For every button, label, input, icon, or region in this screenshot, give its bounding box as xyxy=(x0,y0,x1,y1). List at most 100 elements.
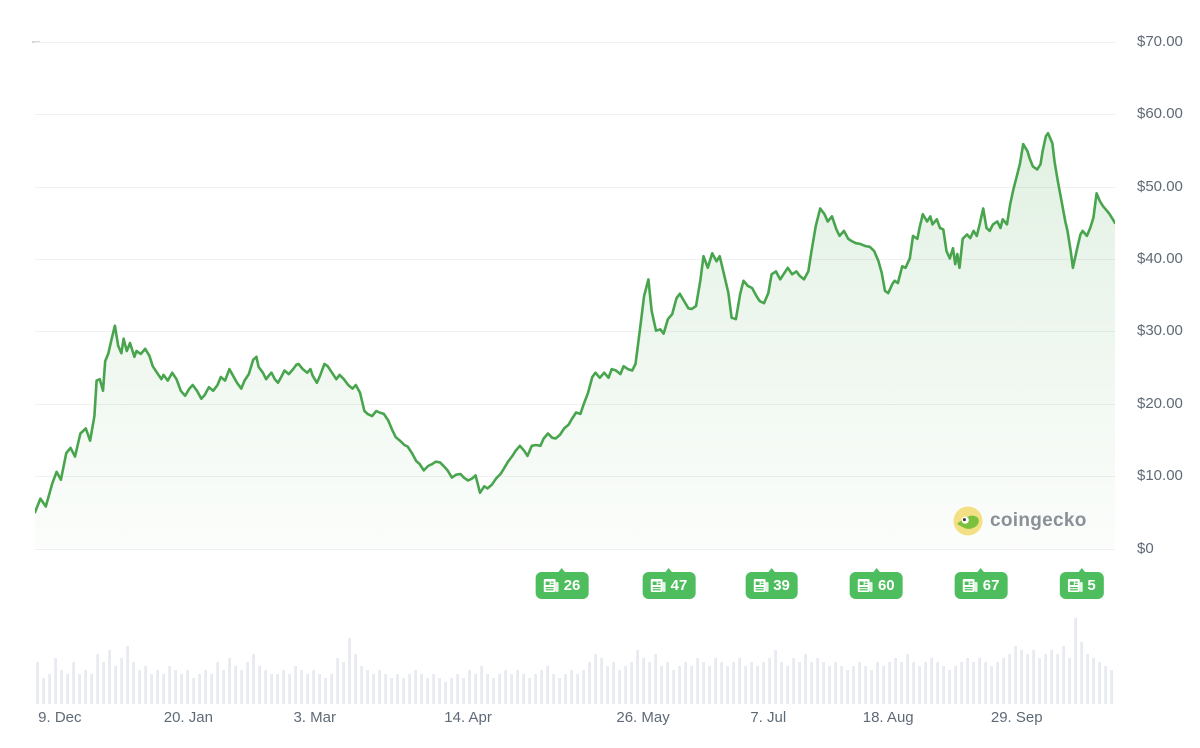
volume-bar xyxy=(546,666,549,704)
volume-bar xyxy=(180,674,183,704)
volume-bar xyxy=(810,662,813,704)
volume-bar xyxy=(840,666,843,704)
volume-bar xyxy=(366,670,369,704)
volume-bar xyxy=(588,662,591,704)
news-count-badge[interactable]: 60 xyxy=(849,568,903,599)
volume-bar xyxy=(1110,670,1113,704)
volume-bar xyxy=(1086,654,1089,704)
news-count-badge[interactable]: 26 xyxy=(535,568,589,599)
x-axis-label: 18. Aug xyxy=(862,709,914,726)
volume-bar xyxy=(648,662,651,704)
volume-bar xyxy=(234,666,237,704)
volume-bar xyxy=(138,670,141,704)
volume-bar xyxy=(498,674,501,704)
volume-bar xyxy=(150,674,153,704)
volume-bar xyxy=(144,666,147,704)
x-axis-label: 9. Dec xyxy=(38,709,82,726)
volume-bar xyxy=(90,674,93,704)
volume-bar xyxy=(456,674,459,704)
gridline-70 xyxy=(35,42,1115,44)
volume-bar xyxy=(354,654,357,704)
volume-bar xyxy=(486,674,489,704)
news-count-badge[interactable]: 47 xyxy=(642,568,696,599)
volume-bars xyxy=(36,618,1113,704)
volume-bar xyxy=(570,670,573,704)
volume-bar xyxy=(1080,642,1083,704)
volume-bar xyxy=(660,666,663,704)
volume-bar xyxy=(1050,650,1053,704)
volume-bar xyxy=(420,674,423,704)
volume-bar xyxy=(822,662,825,704)
volume-bar xyxy=(510,674,513,704)
volume-bar xyxy=(834,662,837,704)
volume-bar xyxy=(168,666,171,704)
volume-bar xyxy=(612,662,615,704)
volume-bar xyxy=(384,674,387,704)
volume-bar xyxy=(684,662,687,704)
volume-bar xyxy=(666,662,669,704)
volume-bar xyxy=(324,678,327,704)
volume-bar xyxy=(390,678,393,704)
volume-bar xyxy=(78,674,81,704)
volume-bar xyxy=(936,662,939,704)
chart-plot-area[interactable] xyxy=(35,28,1115,550)
volume-bar xyxy=(192,678,195,704)
volume-bar xyxy=(630,662,633,704)
volume-bar xyxy=(690,666,693,704)
news-count-badge[interactable]: 67 xyxy=(954,568,1008,599)
volume-bar xyxy=(402,678,405,704)
coingecko-brand-text: coingecko xyxy=(990,510,1087,531)
volume-bar xyxy=(1074,618,1077,704)
y-axis-label: $50.00 xyxy=(1137,177,1183,195)
volume-bar xyxy=(54,658,57,704)
volume-bar xyxy=(672,670,675,704)
volume-bar xyxy=(1062,646,1065,704)
volume-bar xyxy=(780,662,783,704)
volume-bar xyxy=(972,662,975,704)
volume-bar xyxy=(1092,658,1095,704)
gridline-50 xyxy=(35,186,1115,188)
volume-bar xyxy=(276,674,279,704)
volume-bar xyxy=(294,666,297,704)
volume-bar xyxy=(492,678,495,704)
volume-bar xyxy=(930,658,933,704)
news-count-badge[interactable]: 5 xyxy=(1059,568,1104,599)
volume-bar xyxy=(132,662,135,704)
volume-bar xyxy=(60,670,63,704)
volume-bar xyxy=(408,674,411,704)
volume-bar xyxy=(1014,646,1017,704)
volume-bar xyxy=(744,666,747,704)
volume-bar xyxy=(156,670,159,704)
y-axis-label: $20.00 xyxy=(1137,394,1183,412)
volume-bar xyxy=(162,674,165,704)
volume-bar xyxy=(288,674,291,704)
volume-bar xyxy=(816,658,819,704)
volume-bar xyxy=(726,666,729,704)
news-count-value: 39 xyxy=(773,577,790,594)
volume-bar xyxy=(516,670,519,704)
volume-bar xyxy=(552,674,555,704)
price-area-fill xyxy=(35,133,1115,549)
volume-bar xyxy=(330,674,333,704)
volume-bar xyxy=(210,674,213,704)
volume-bar xyxy=(768,658,771,704)
volume-bar xyxy=(474,674,477,704)
volume-bar xyxy=(1032,650,1035,704)
volume-bar xyxy=(924,662,927,704)
volume-bar xyxy=(876,662,879,704)
news-icon xyxy=(650,579,666,592)
news-icon xyxy=(753,579,769,592)
volume-bar xyxy=(318,674,321,704)
volume-bar xyxy=(1002,658,1005,704)
volume-bar xyxy=(522,674,525,704)
volume-bar xyxy=(948,670,951,704)
volume-bar xyxy=(864,666,867,704)
volume-bar xyxy=(774,650,777,704)
coingecko-gecko-icon xyxy=(953,506,983,536)
volume-bar xyxy=(1068,658,1071,704)
news-count-badge[interactable]: 39 xyxy=(745,568,798,599)
volume-bar xyxy=(312,670,315,704)
volume-bar xyxy=(894,658,897,704)
x-axis-label: 14. Apr xyxy=(444,709,492,726)
volume-bar xyxy=(564,674,567,704)
